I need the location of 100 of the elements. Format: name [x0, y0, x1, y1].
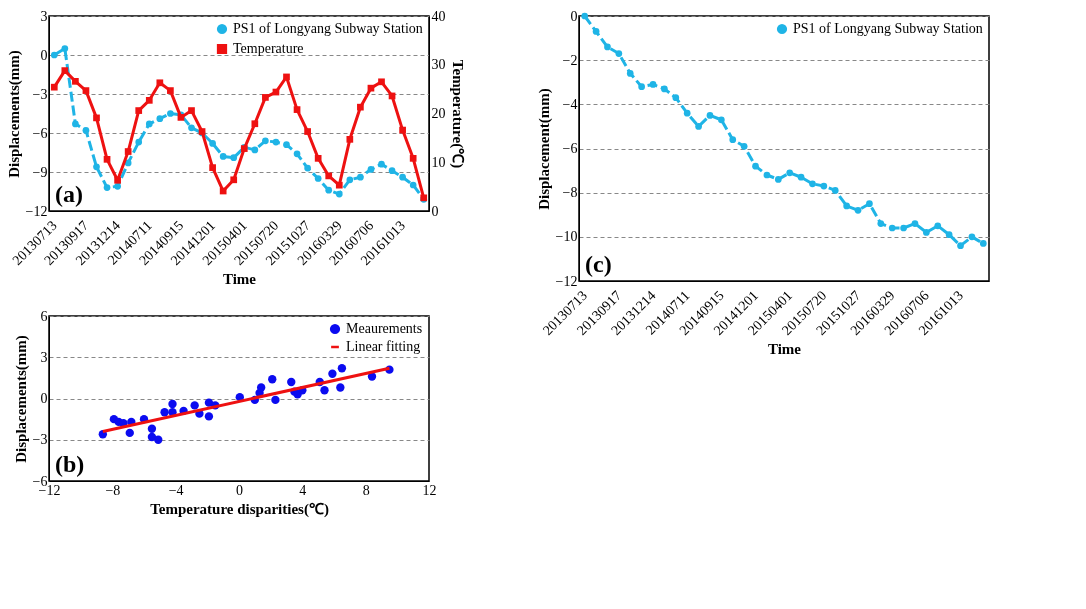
legend-label: Temperature: [233, 41, 304, 56]
point: [93, 163, 100, 171]
point: [135, 107, 143, 114]
y2-tick-label: 40: [431, 8, 446, 24]
point: [367, 166, 375, 173]
y-axis-title: Displacement(mm): [535, 88, 553, 210]
point: [695, 123, 702, 130]
point: [831, 187, 839, 194]
point: [72, 120, 79, 128]
point: [388, 167, 396, 175]
point: [325, 186, 333, 194]
point: [409, 155, 417, 162]
point: [293, 150, 301, 158]
point: [283, 141, 290, 149]
annotation: (c): [585, 251, 612, 277]
point: [346, 135, 354, 143]
y-tick-label: −6: [32, 125, 48, 141]
y-axis-title: Displacements(mm): [5, 50, 23, 178]
point: [399, 173, 406, 181]
point: [752, 162, 759, 170]
point: [61, 45, 69, 52]
point: [188, 107, 195, 114]
point: [251, 146, 259, 154]
point: [809, 180, 816, 188]
point: [786, 169, 794, 177]
x-tick-label: 12: [422, 482, 437, 498]
point: [888, 224, 896, 232]
point: [900, 224, 907, 232]
point: [934, 222, 942, 230]
y-tick-label: 0: [40, 391, 48, 406]
point: [50, 51, 58, 59]
y-tick-label: 3: [40, 8, 48, 24]
point: [287, 377, 296, 387]
y-tick-label: 3: [40, 349, 48, 365]
point: [283, 73, 290, 81]
y-tick-label: −4: [562, 96, 578, 112]
x-axis-title: Time: [222, 271, 257, 288]
point: [114, 182, 121, 190]
point: [272, 138, 280, 146]
y-tick-label: 0: [40, 47, 48, 63]
point: [774, 176, 782, 183]
point: [145, 120, 153, 128]
y-tick-label: 0: [570, 8, 578, 24]
point: [581, 12, 589, 20]
point: [378, 78, 385, 86]
point: [706, 112, 714, 119]
point: [72, 77, 79, 85]
point: [409, 181, 417, 189]
y-tick-label: −9: [32, 164, 48, 180]
x-axis-title: Temperature disparities(℃): [150, 500, 329, 518]
point: [877, 220, 885, 227]
point: [357, 103, 364, 111]
point: [335, 190, 343, 198]
x-tick-label: 8: [362, 482, 370, 498]
point: [854, 206, 862, 214]
point: [649, 81, 657, 88]
point: [124, 148, 132, 155]
y-tick-label: −12: [25, 203, 48, 219]
point: [251, 120, 259, 128]
point: [718, 116, 725, 124]
annotation: (a): [55, 181, 83, 207]
point: [911, 220, 919, 227]
point: [843, 202, 850, 210]
point: [328, 369, 337, 378]
point: [592, 28, 600, 35]
point: [124, 159, 132, 167]
point: [314, 155, 322, 162]
point: [304, 128, 311, 135]
point: [945, 231, 953, 238]
y-tick-label: −2: [562, 52, 578, 68]
point: [661, 85, 668, 93]
point: [320, 386, 329, 395]
y-tick-label: −8: [562, 185, 578, 201]
point: [604, 43, 611, 51]
point: [672, 94, 680, 102]
point: [204, 412, 214, 421]
point: [147, 424, 157, 433]
point: [219, 187, 227, 195]
point: [325, 172, 333, 180]
point: [683, 109, 691, 117]
x-axis-title: Time: [767, 341, 802, 358]
legend-label: Linear fitting: [346, 339, 421, 354]
legend-label: Meaurements: [346, 321, 423, 336]
point: [167, 87, 174, 94]
point: [378, 160, 385, 168]
y2-tick-label: 20: [431, 106, 446, 121]
point: [968, 233, 976, 241]
point: [357, 173, 364, 181]
point: [268, 375, 277, 384]
point: [293, 106, 301, 113]
point: [626, 70, 634, 77]
point: [314, 175, 322, 182]
x-tick-label: 4: [299, 482, 307, 498]
point: [335, 181, 343, 189]
y2-tick-label: 30: [431, 57, 446, 73]
y-axis-title: Displacements(mm): [12, 335, 30, 463]
y-tick-label: −3: [32, 432, 48, 448]
point: [230, 154, 238, 162]
y2-tick-label: 10: [431, 154, 446, 170]
point: [125, 428, 134, 438]
